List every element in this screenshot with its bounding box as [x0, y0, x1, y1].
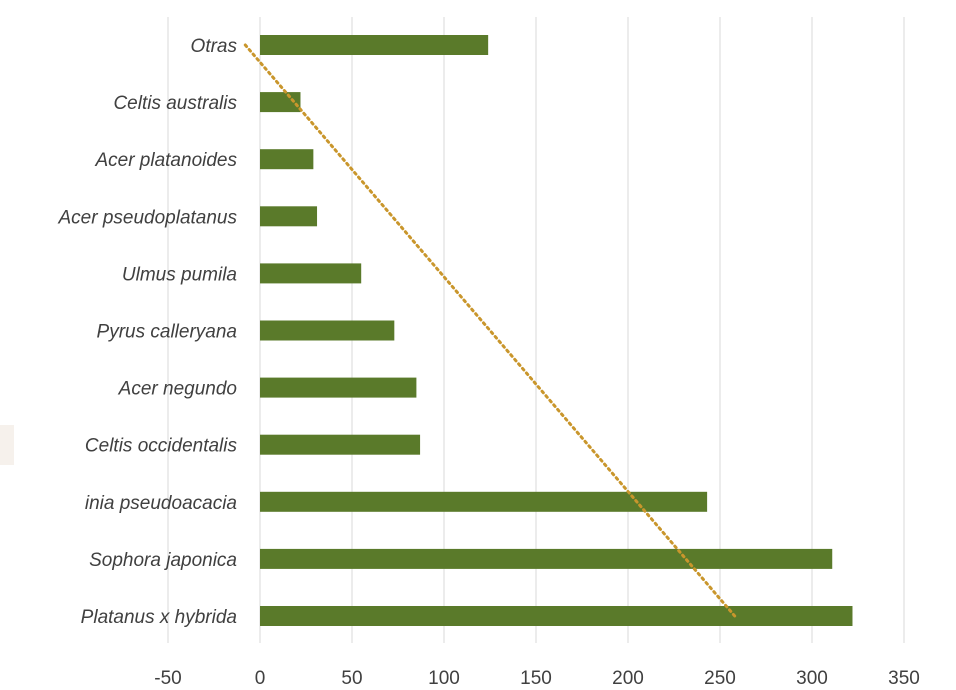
- category-label: Celtis australis: [113, 93, 237, 114]
- x-tick-label: 200: [612, 668, 644, 689]
- category-label: Acer pseudoplatanus: [57, 207, 237, 228]
- bar: [260, 263, 362, 284]
- bar: [260, 491, 708, 512]
- category-label: Acer negundo: [118, 379, 237, 400]
- category-label: Acer platanoides: [94, 150, 237, 171]
- bar: [260, 434, 421, 455]
- bar: [260, 606, 853, 626]
- category-label: Pyrus calleryana: [97, 322, 237, 343]
- x-tick-label: 0: [255, 668, 266, 689]
- category-label: Sophora japonica: [89, 550, 237, 571]
- category-labels: Otras Celtis australis Acer platanoides Ace…: [57, 36, 237, 628]
- x-tick-label: 50: [341, 668, 362, 689]
- bar: [260, 206, 318, 227]
- category-label: inia pseudoacacia: [85, 493, 237, 514]
- bar: [260, 35, 489, 55]
- x-tick-label: -50: [154, 668, 181, 689]
- trendline: [243, 43, 737, 618]
- bar: [260, 320, 395, 341]
- bar: [260, 149, 314, 170]
- x-tick-label: 100: [428, 668, 460, 689]
- x-tick-label: 150: [520, 668, 552, 689]
- x-tick-label: 350: [888, 668, 920, 689]
- category-label: Celtis occidentalis: [85, 436, 238, 457]
- x-tick-labels: -50 0 50 100 150 200 250 300 350: [154, 668, 920, 689]
- bar: [260, 548, 833, 569]
- x-tick-label: 300: [796, 668, 828, 689]
- bar: [260, 377, 417, 398]
- category-label: Platanus x hybrida: [81, 607, 237, 628]
- side-tab: [0, 425, 14, 465]
- x-tick-label: 250: [704, 668, 736, 689]
- trendline-path: [243, 43, 737, 618]
- bars: [260, 35, 853, 626]
- category-label: Otras: [191, 36, 238, 57]
- category-label: Ulmus pumila: [122, 264, 237, 285]
